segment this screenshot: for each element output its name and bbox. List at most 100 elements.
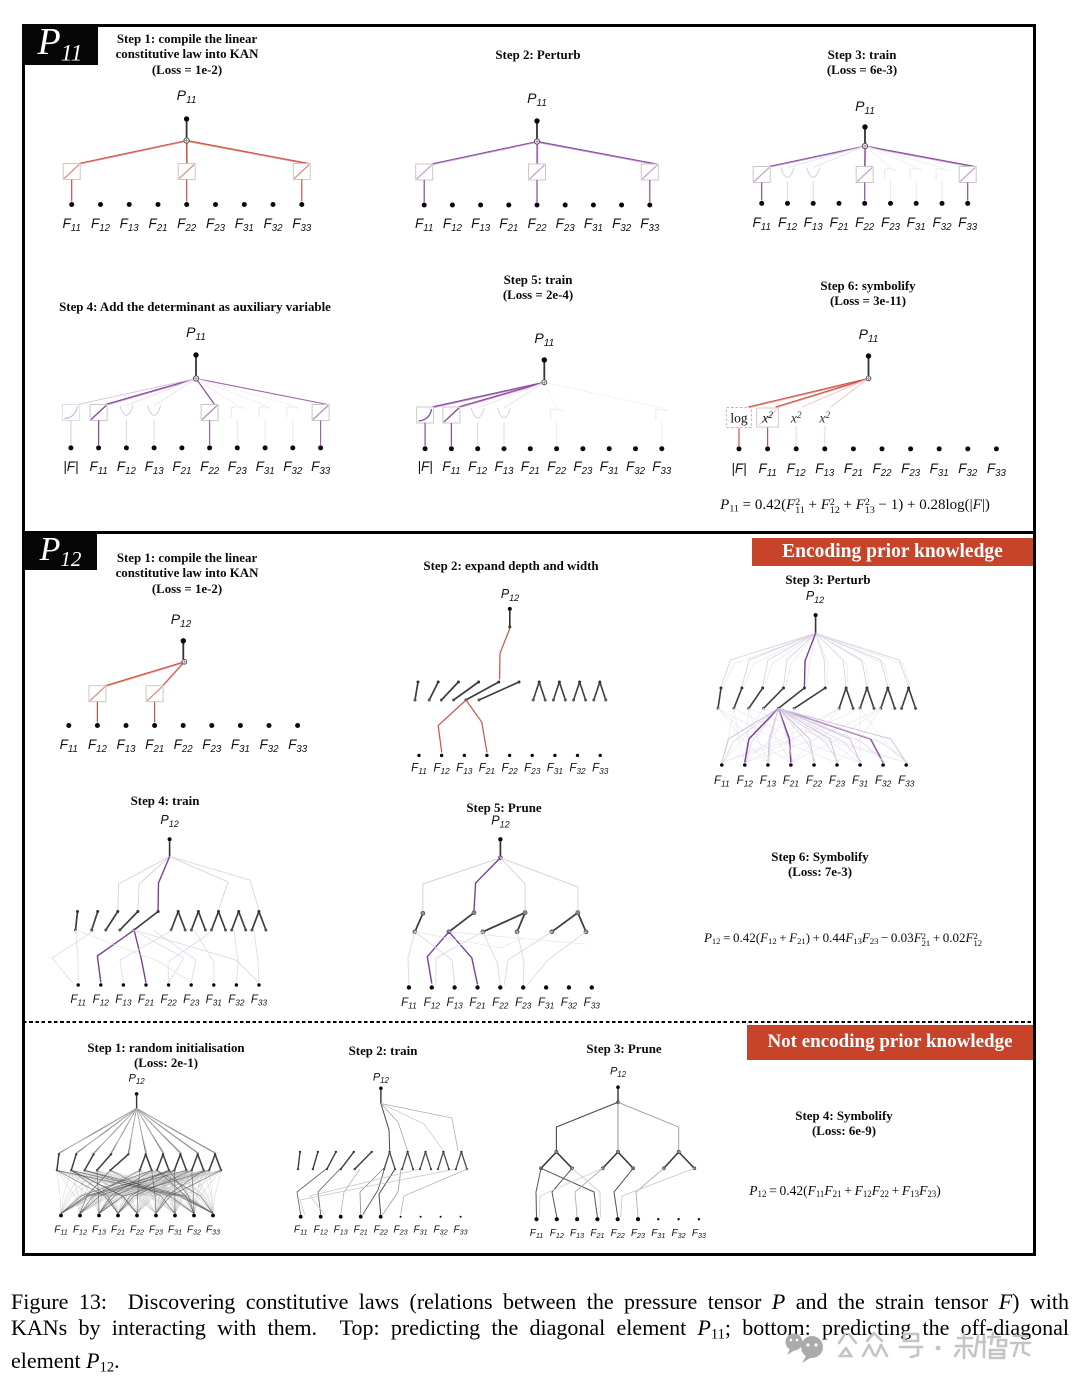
svg-text:F13: F13	[120, 216, 140, 234]
svg-text:F32: F32	[612, 216, 632, 234]
svg-text:F12: F12	[443, 216, 463, 234]
svg-text:F22: F22	[611, 1228, 625, 1240]
svg-text:F22: F22	[174, 737, 194, 755]
svg-text:F22: F22	[547, 459, 567, 477]
svg-text:F32: F32	[434, 1225, 448, 1237]
svg-text:F22: F22	[200, 459, 220, 477]
svg-text:F33: F33	[206, 1225, 220, 1237]
svg-text:F13: F13	[456, 763, 473, 777]
svg-text:F32: F32	[875, 775, 892, 789]
svg-text:F23: F23	[556, 216, 576, 234]
svg-text:F11: F11	[54, 1225, 68, 1237]
svg-text:P11: P11	[859, 326, 879, 345]
svg-text:F22: F22	[527, 216, 547, 234]
svg-text:F32: F32	[672, 1228, 686, 1240]
svg-text:F22: F22	[492, 997, 509, 1011]
svg-text:F21: F21	[469, 997, 485, 1011]
svg-text:F13: F13	[115, 994, 132, 1008]
svg-text:F12: F12	[737, 775, 754, 789]
svg-text:F13: F13	[116, 737, 136, 755]
svg-text:F23: F23	[149, 1225, 163, 1237]
svg-text:F33: F33	[898, 775, 915, 789]
svg-text:F21: F21	[138, 994, 154, 1008]
svg-text:F32: F32	[228, 994, 245, 1008]
svg-text:F12: F12	[550, 1228, 564, 1240]
svg-text:F23: F23	[183, 994, 200, 1008]
svg-text:F33: F33	[292, 216, 312, 234]
svg-text:F23: F23	[573, 459, 593, 477]
svg-text:x2: x2	[790, 411, 802, 426]
svg-text:F23: F23	[829, 775, 846, 789]
svg-text:P12: P12	[610, 1066, 627, 1079]
svg-text:F11: F11	[63, 216, 81, 234]
svg-text:P11: P11	[527, 90, 547, 109]
svg-text:F21: F21	[148, 216, 167, 234]
svg-text:F33: F33	[288, 737, 308, 755]
svg-text:F22: F22	[806, 775, 823, 789]
svg-text:F31: F31	[414, 1225, 428, 1237]
svg-text:F11: F11	[442, 459, 460, 477]
svg-text:F11: F11	[411, 763, 427, 777]
svg-text:F33: F33	[640, 216, 660, 234]
svg-text:P11: P11	[177, 87, 197, 106]
svg-text:F21: F21	[479, 763, 495, 777]
svg-text:F31: F31	[235, 216, 254, 234]
svg-text:F12: F12	[778, 215, 798, 233]
svg-text:F31: F31	[256, 459, 275, 477]
svg-text:F12: F12	[93, 994, 110, 1008]
svg-text:P12: P12	[806, 589, 824, 605]
svg-text:F11: F11	[89, 459, 107, 477]
svg-text:F13: F13	[446, 997, 463, 1011]
svg-text:x2: x2	[818, 411, 830, 426]
svg-text:F31: F31	[231, 737, 250, 755]
svg-text:F13: F13	[145, 459, 165, 477]
svg-text:F31: F31	[547, 763, 563, 777]
svg-text:F21: F21	[783, 775, 799, 789]
svg-text:F23: F23	[394, 1225, 408, 1237]
svg-text:|F|: |F|	[417, 459, 432, 474]
svg-text:F32: F32	[561, 997, 578, 1011]
svg-text:F12: F12	[787, 461, 807, 479]
svg-text:P11: P11	[534, 330, 554, 349]
svg-text:F23: F23	[901, 461, 921, 479]
svg-text:F21: F21	[844, 461, 863, 479]
svg-text:F11: F11	[70, 994, 86, 1008]
svg-text:P12: P12	[171, 611, 192, 630]
svg-text:F12: F12	[433, 763, 450, 777]
svg-text:P12: P12	[129, 1073, 146, 1086]
svg-text:P11: P11	[186, 324, 206, 343]
svg-text:F31: F31	[651, 1228, 665, 1240]
svg-text:F33: F33	[987, 461, 1007, 479]
svg-text:F32: F32	[569, 763, 586, 777]
svg-text:F11: F11	[753, 215, 771, 233]
svg-text:F13: F13	[815, 461, 835, 479]
svg-text:F13: F13	[92, 1225, 106, 1237]
svg-text:F31: F31	[600, 459, 619, 477]
svg-text:F22: F22	[872, 461, 892, 479]
svg-text:|F|: |F|	[63, 459, 78, 474]
svg-text:F13: F13	[494, 459, 514, 477]
svg-text:P12: P12	[160, 813, 178, 829]
svg-text:F12: F12	[88, 737, 108, 755]
svg-text:P12: P12	[491, 814, 509, 830]
svg-text:F32: F32	[958, 461, 978, 479]
svg-text:F21: F21	[172, 459, 191, 477]
svg-text:F31: F31	[852, 775, 868, 789]
svg-text:F11: F11	[758, 461, 776, 479]
svg-text:F22: F22	[501, 763, 518, 777]
svg-text:F22: F22	[177, 216, 197, 234]
svg-text:F12: F12	[91, 216, 111, 234]
svg-text:F32: F32	[626, 459, 646, 477]
svg-text:F23: F23	[524, 763, 541, 777]
svg-text:F33: F33	[311, 459, 331, 477]
svg-text:F11: F11	[530, 1228, 544, 1240]
svg-text:|F|: |F|	[731, 461, 746, 476]
svg-text:F11: F11	[60, 737, 78, 755]
svg-text:F23: F23	[515, 997, 532, 1011]
svg-text:F13: F13	[804, 215, 824, 233]
svg-text:F23: F23	[631, 1228, 645, 1240]
svg-text:F12: F12	[73, 1225, 87, 1237]
svg-text:F22: F22	[130, 1225, 144, 1237]
svg-text:F23: F23	[202, 737, 222, 755]
svg-text:P12: P12	[501, 587, 519, 603]
